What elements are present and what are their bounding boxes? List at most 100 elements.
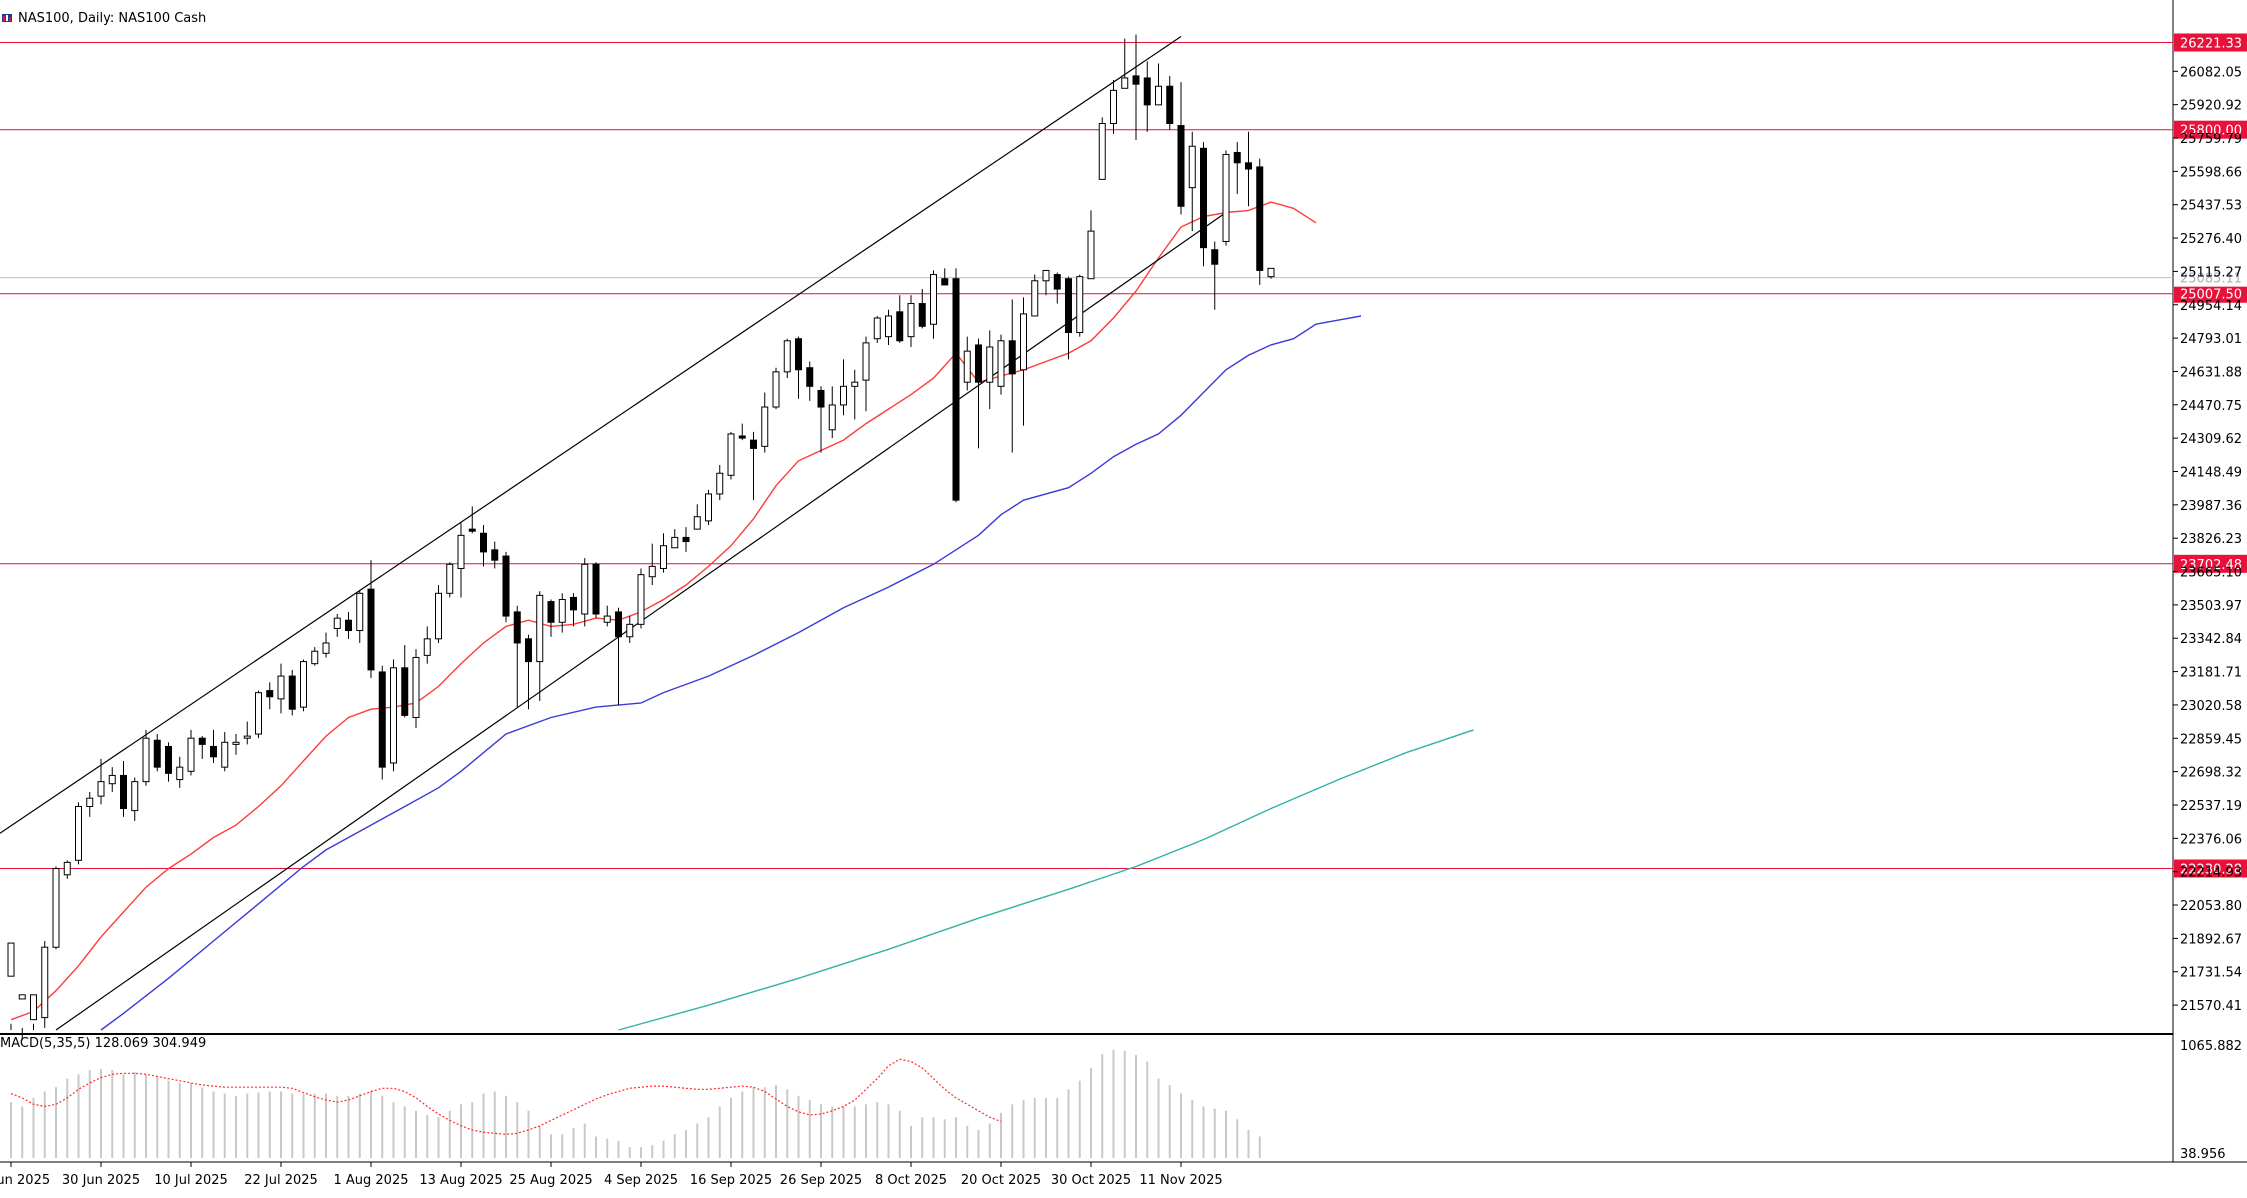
candle-bull (907, 303, 915, 338)
candle-bull (176, 766, 184, 781)
price-axis-label: 23020.58 (2180, 699, 2242, 714)
candle-bull (963, 350, 971, 383)
candle-bull (558, 599, 566, 623)
candle-bull (716, 472, 724, 495)
candle-bear (165, 745, 172, 774)
candle-bear (153, 739, 161, 768)
time-axis-label: 30 Jun 2025 (62, 1173, 140, 1188)
symbol-label: NAS100, Daily: NAS100 Cash (18, 10, 207, 26)
moving-average-red (10, 201, 1317, 1021)
candle-bear (1200, 147, 1207, 249)
moving-average-teal (618, 729, 1474, 1031)
candle-bear (502, 555, 510, 617)
price-axis-label: 21570.41 (2180, 999, 2242, 1014)
candle-bear (1166, 85, 1174, 124)
current-price-label: 25085.11 (2180, 272, 2242, 287)
macd-indicator-label: MACD(5,35,5) 128.069 304.949 (0, 1036, 207, 1051)
level-price-label: 25800.00 (2180, 124, 2242, 139)
horizontal-levels[interactable]: 26221.33 25800.00 25007.50 23702.48 22230.28… (0, 33, 2247, 878)
candle-bull (423, 638, 431, 656)
candle-bull (300, 661, 307, 708)
time-axis-label: 13 Aug 2025 (419, 1173, 502, 1188)
candle-bull (727, 433, 735, 476)
candle-bear (345, 619, 352, 632)
price-axis[interactable]: 26082.05 25920.92 25759.79 25598.66 25437.53… (2173, 65, 2242, 1014)
time-axis-label: 20 Oct 2025 (961, 1173, 1041, 1188)
price-axis-label: 26082.05 (2180, 65, 2242, 80)
candle-bull (828, 404, 836, 431)
price-axis-label: 24954.14 (2180, 299, 2242, 314)
candle-bull (108, 774, 116, 785)
price-axis-label: 22698.32 (2180, 766, 2242, 781)
price-axis-label: 23826.23 (2180, 532, 2242, 547)
level-price-tag (2174, 284, 2247, 303)
candle-bull (52, 868, 60, 948)
candle-bear (525, 638, 532, 663)
time-axis-label: 30 Oct 2025 (1051, 1173, 1131, 1188)
price-axis-label: 25759.79 (2180, 132, 2242, 147)
candle-bull (885, 315, 892, 338)
candle-bear (491, 549, 499, 561)
candle-bear (1256, 166, 1264, 271)
candle-bear (918, 303, 926, 327)
candle-bear (1245, 162, 1252, 170)
candle-bear (615, 611, 622, 638)
candle-bull (772, 371, 780, 408)
candle-bull (783, 340, 791, 373)
moving-averages (10, 201, 1474, 1031)
candle-bull (86, 797, 94, 807)
price-axis-label: 23342.84 (2180, 632, 2242, 647)
candle-bull (1222, 154, 1230, 242)
candle-bear (367, 588, 375, 671)
candle-bear (1053, 274, 1061, 290)
price-axis-label: 25115.27 (2180, 265, 2242, 280)
time-axis-label: 22 Jul 2025 (244, 1173, 318, 1188)
candle-bull (1020, 313, 1027, 371)
time-axis-label: 1 Aug 2025 (333, 1173, 408, 1188)
price-axis-label: 21731.54 (2180, 966, 2242, 981)
candlesticks (7, 34, 1275, 1041)
candle-bull (536, 594, 544, 663)
candle-bull (862, 342, 870, 381)
level-price-label: 22230.28 (2180, 863, 2242, 878)
candle-bear (896, 311, 904, 342)
time-axis[interactable]: 18 Jun 2025 30 Jun 2025 10 Jul 2025 22 Jul … (0, 1162, 1223, 1188)
price-axis-label: 24470.75 (2180, 399, 2242, 414)
candle-bull (277, 675, 285, 700)
candle-bull (705, 493, 712, 522)
macd-signal-line (10, 1058, 1002, 1135)
candle-bull (221, 741, 229, 768)
candle-bear (750, 439, 757, 449)
candle-bear (378, 671, 386, 768)
time-axis-label: 4 Sep 2025 (604, 1173, 678, 1188)
price-axis-label: 22376.06 (2180, 832, 2242, 847)
level-price-label: 23702.48 (2180, 558, 2242, 573)
candle-bull (232, 741, 240, 745)
macd-panel: 1065.882 38.956 (10, 1039, 2242, 1162)
candle-bull (7, 942, 15, 977)
price-axis-label: 25276.40 (2180, 232, 2242, 247)
price-axis-label: 23503.97 (2180, 599, 2242, 614)
chart-window-icon (2, 14, 12, 22)
candle-bull (412, 656, 420, 718)
candle-bear (738, 435, 746, 439)
candle-bear (975, 344, 982, 383)
candle-bear (401, 667, 409, 716)
current-price-tag (2174, 268, 2247, 287)
trend-channel-line[interactable] (0, 36, 1182, 834)
candle-bull (1042, 269, 1050, 282)
candle-bull (390, 667, 397, 764)
price-axis-label: 23987.36 (2180, 499, 2242, 514)
candle-bull (1188, 145, 1196, 189)
candle-bear (941, 278, 949, 286)
candle-bear (198, 737, 206, 745)
candle-bull (986, 346, 994, 383)
candle-bull (75, 805, 82, 861)
price-axis-label: 23665.10 (2180, 566, 2242, 581)
price-axis-label: 25920.92 (2180, 99, 2242, 114)
candle-bull (142, 737, 150, 783)
candle-bull (840, 385, 847, 406)
time-axis-label: 10 Jul 2025 (154, 1173, 228, 1188)
candle-bull (671, 536, 679, 549)
